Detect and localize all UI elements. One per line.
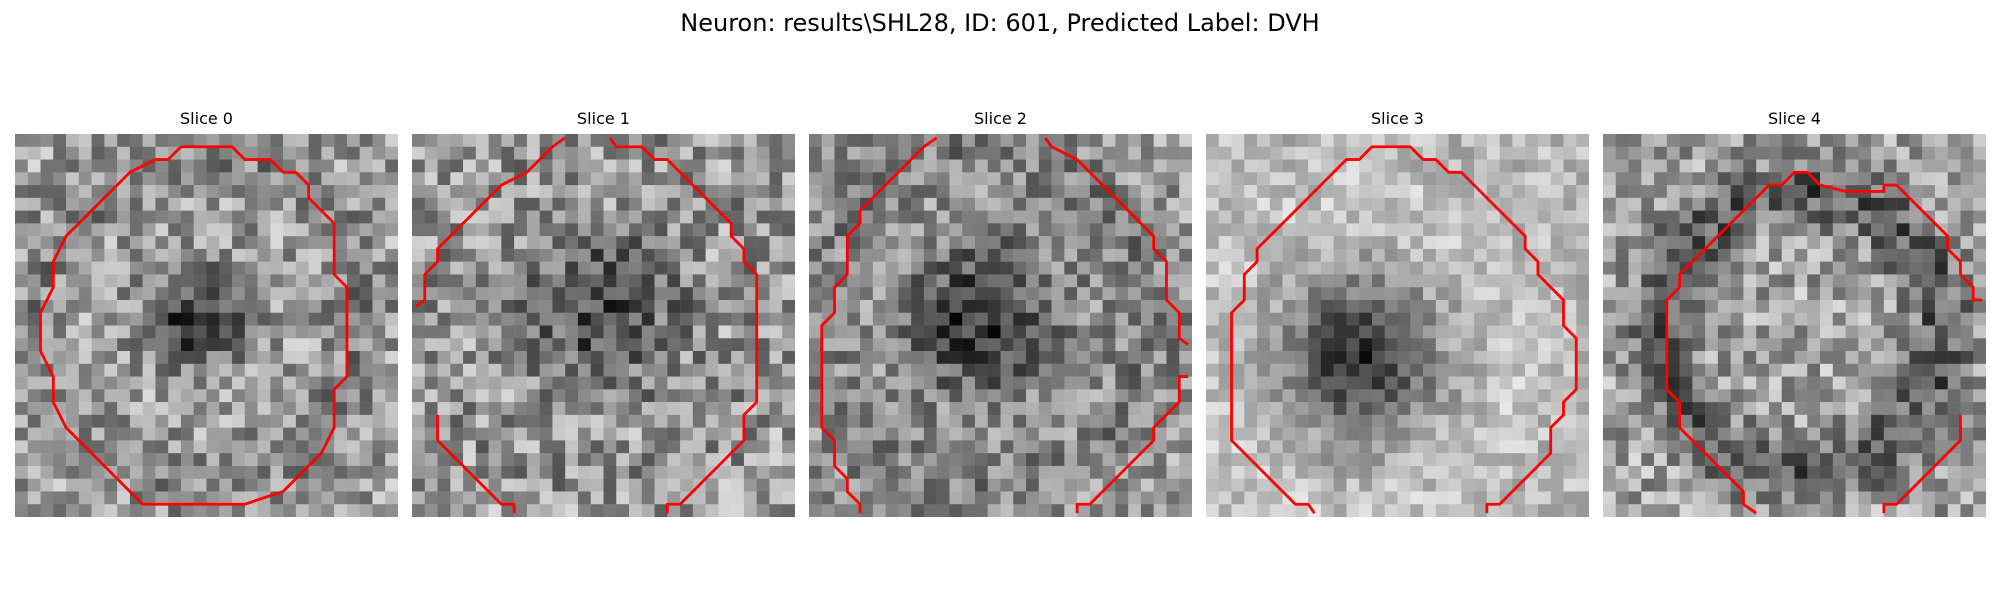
slice-panel-3: Slice 3 [1206, 108, 1589, 518]
slice-pixels-3 [1206, 134, 1589, 517]
slice-image-2 [809, 134, 1192, 517]
slice-pixels-0 [15, 134, 398, 517]
slice-panel-2: Slice 2 [809, 108, 1192, 518]
contour-line-3 [1230, 145, 1578, 514]
contour-line-1 [415, 136, 567, 308]
slice-image-3 [1206, 134, 1589, 517]
contour-line-2 [820, 136, 938, 514]
contour-line-1b [608, 137, 759, 514]
contour-line-2b [1044, 137, 1189, 346]
slice-pixels-4 [1603, 134, 1986, 517]
slice-title-3: Slice 3 [1371, 109, 1424, 128]
contour-line-4b [1882, 414, 1962, 514]
slice-title-0: Slice 0 [180, 109, 233, 128]
slice-title-1: Slice 1 [577, 109, 630, 128]
contour-line-1c [436, 414, 516, 514]
contour-line-0 [39, 145, 349, 506]
slice-image-1 [412, 134, 795, 517]
figure-title: Neuron: results\SHL28, ID: 601, Predicte… [680, 9, 1320, 37]
slice-pixels-1 [412, 134, 795, 517]
slice-title-2: Slice 2 [974, 109, 1027, 128]
slice-image-0 [15, 134, 398, 517]
slice-panel-1: Slice 1 [412, 108, 795, 518]
slice-panel-0: Slice 0 [15, 108, 398, 518]
contour-line-4 [1665, 170, 1983, 515]
slice-pixels-2 [809, 134, 1192, 517]
slice-image-4 [1603, 134, 1986, 517]
contour-line-2c [1075, 375, 1189, 514]
slice-title-4: Slice 4 [1768, 109, 1821, 128]
slice-panel-4: Slice 4 [1603, 108, 1986, 518]
